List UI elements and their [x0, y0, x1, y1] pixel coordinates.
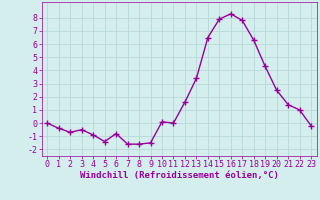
X-axis label: Windchill (Refroidissement éolien,°C): Windchill (Refroidissement éolien,°C)	[80, 171, 279, 180]
